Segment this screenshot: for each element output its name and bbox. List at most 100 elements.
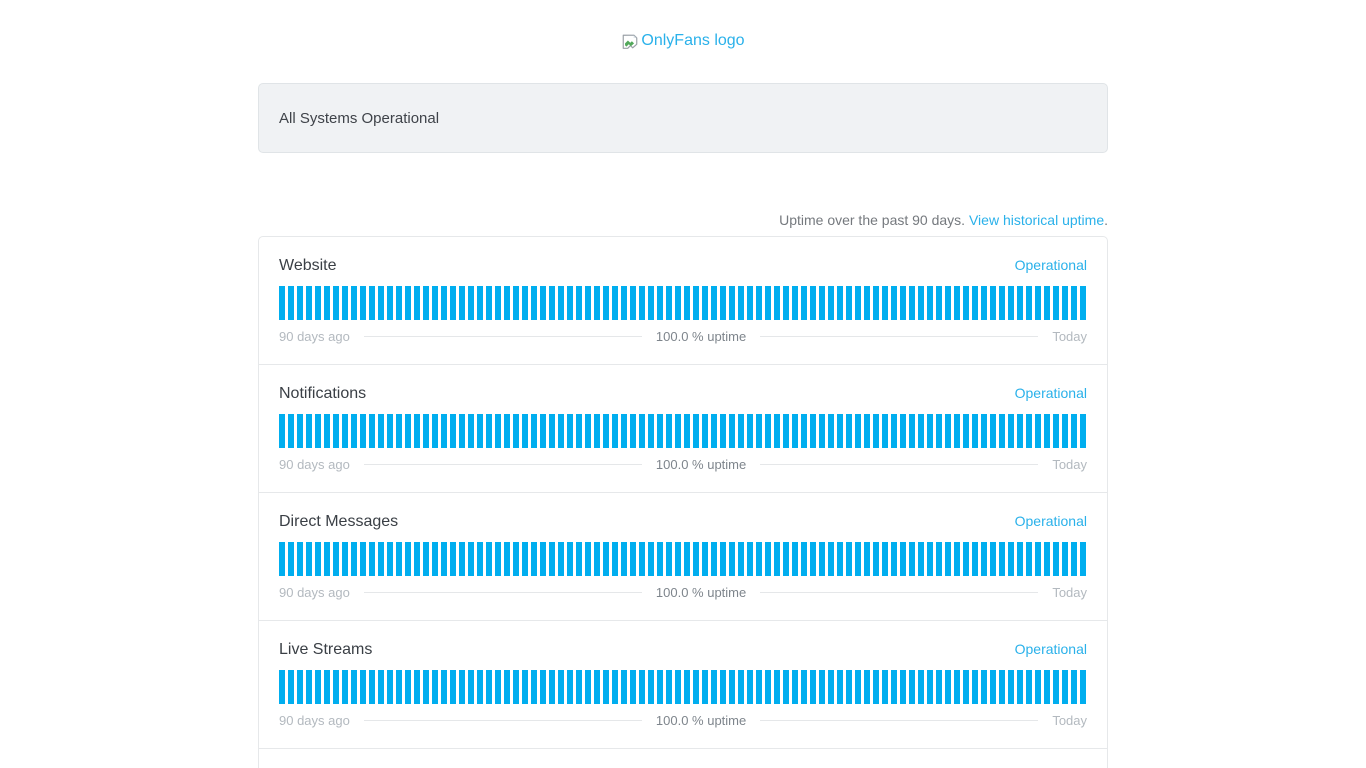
uptime-day-bar[interactable] (819, 286, 825, 320)
uptime-day-bar[interactable] (1035, 286, 1041, 320)
uptime-day-bar[interactable] (936, 670, 942, 704)
uptime-day-bar[interactable] (954, 542, 960, 576)
uptime-day-bar[interactable] (648, 286, 654, 320)
uptime-day-bar[interactable] (936, 542, 942, 576)
uptime-day-bar[interactable] (378, 414, 384, 448)
uptime-day-bar[interactable] (324, 670, 330, 704)
uptime-day-bar[interactable] (855, 286, 861, 320)
uptime-day-bar[interactable] (846, 542, 852, 576)
uptime-day-bar[interactable] (621, 670, 627, 704)
uptime-day-bar[interactable] (1008, 414, 1014, 448)
uptime-day-bar[interactable] (279, 414, 285, 448)
uptime-day-bar[interactable] (828, 414, 834, 448)
uptime-day-bar[interactable] (981, 542, 987, 576)
uptime-day-bar[interactable] (1080, 542, 1086, 576)
uptime-day-bar[interactable] (909, 286, 915, 320)
uptime-day-bar[interactable] (900, 542, 906, 576)
uptime-day-bar[interactable] (585, 414, 591, 448)
uptime-day-bar[interactable] (324, 414, 330, 448)
uptime-day-bar[interactable] (1071, 542, 1077, 576)
uptime-day-bar[interactable] (936, 286, 942, 320)
uptime-day-bar[interactable] (441, 542, 447, 576)
uptime-day-bar[interactable] (450, 670, 456, 704)
uptime-day-bar[interactable] (729, 670, 735, 704)
uptime-day-bar[interactable] (504, 670, 510, 704)
uptime-day-bar[interactable] (540, 414, 546, 448)
uptime-day-bar[interactable] (792, 670, 798, 704)
uptime-day-bar[interactable] (459, 542, 465, 576)
uptime-day-bar[interactable] (927, 542, 933, 576)
uptime-day-bar[interactable] (774, 542, 780, 576)
uptime-day-bar[interactable] (450, 414, 456, 448)
uptime-day-bar[interactable] (675, 414, 681, 448)
uptime-day-bar[interactable] (918, 542, 924, 576)
uptime-day-bar[interactable] (315, 286, 321, 320)
uptime-day-bar[interactable] (567, 414, 573, 448)
uptime-day-bar[interactable] (765, 286, 771, 320)
uptime-day-bar[interactable] (864, 286, 870, 320)
uptime-day-bar[interactable] (693, 286, 699, 320)
uptime-day-bar[interactable] (819, 542, 825, 576)
uptime-day-bar[interactable] (981, 414, 987, 448)
uptime-day-bar[interactable] (603, 286, 609, 320)
uptime-day-bar[interactable] (954, 670, 960, 704)
uptime-day-bar[interactable] (288, 414, 294, 448)
uptime-day-bar[interactable] (432, 414, 438, 448)
uptime-day-bar[interactable] (531, 670, 537, 704)
uptime-day-bar[interactable] (369, 286, 375, 320)
uptime-day-bar[interactable] (468, 670, 474, 704)
uptime-day-bar[interactable] (513, 414, 519, 448)
uptime-day-bar[interactable] (315, 542, 321, 576)
uptime-day-bar[interactable] (639, 542, 645, 576)
uptime-day-bar[interactable] (288, 286, 294, 320)
uptime-day-bar[interactable] (1053, 670, 1059, 704)
uptime-day-bar[interactable] (765, 670, 771, 704)
uptime-day-bar[interactable] (495, 414, 501, 448)
uptime-day-bar[interactable] (747, 670, 753, 704)
uptime-day-bar[interactable] (540, 286, 546, 320)
uptime-day-bar[interactable] (675, 286, 681, 320)
uptime-day-bar[interactable] (396, 286, 402, 320)
uptime-day-bar[interactable] (486, 414, 492, 448)
uptime-day-bar[interactable] (567, 670, 573, 704)
view-historical-uptime-link[interactable]: View historical uptime (968, 212, 1105, 228)
uptime-day-bar[interactable] (918, 414, 924, 448)
uptime-day-bar[interactable] (1071, 286, 1077, 320)
uptime-day-bar[interactable] (1035, 542, 1041, 576)
uptime-day-bar[interactable] (756, 414, 762, 448)
uptime-day-bar[interactable] (594, 670, 600, 704)
uptime-day-bar[interactable] (531, 414, 537, 448)
uptime-day-bar[interactable] (756, 542, 762, 576)
uptime-day-bar[interactable] (396, 670, 402, 704)
uptime-day-bar[interactable] (837, 286, 843, 320)
uptime-day-bar[interactable] (801, 670, 807, 704)
uptime-day-bar[interactable] (1008, 670, 1014, 704)
uptime-day-bar[interactable] (1008, 542, 1014, 576)
uptime-day-bar[interactable] (837, 670, 843, 704)
uptime-day-bar[interactable] (747, 286, 753, 320)
uptime-day-bar[interactable] (531, 542, 537, 576)
uptime-day-bar[interactable] (513, 542, 519, 576)
uptime-day-bar[interactable] (657, 414, 663, 448)
uptime-day-bar[interactable] (477, 286, 483, 320)
uptime-day-bar[interactable] (729, 542, 735, 576)
uptime-day-bar[interactable] (450, 542, 456, 576)
uptime-day-bar[interactable] (432, 670, 438, 704)
uptime-day-bar[interactable] (621, 542, 627, 576)
uptime-day-bar[interactable] (315, 670, 321, 704)
uptime-day-bar[interactable] (990, 414, 996, 448)
uptime-day-bar[interactable] (360, 286, 366, 320)
uptime-day-bar[interactable] (594, 414, 600, 448)
uptime-day-bar[interactable] (342, 670, 348, 704)
uptime-day-bar[interactable] (360, 542, 366, 576)
uptime-day-bar[interactable] (783, 414, 789, 448)
uptime-day-bar[interactable] (486, 542, 492, 576)
uptime-day-bar[interactable] (612, 542, 618, 576)
uptime-day-bar[interactable] (882, 670, 888, 704)
uptime-day-bar[interactable] (378, 286, 384, 320)
uptime-day-bar[interactable] (432, 542, 438, 576)
uptime-day-bar[interactable] (315, 414, 321, 448)
uptime-day-bar[interactable] (621, 414, 627, 448)
uptime-day-bar[interactable] (468, 414, 474, 448)
uptime-day-bar[interactable] (873, 542, 879, 576)
